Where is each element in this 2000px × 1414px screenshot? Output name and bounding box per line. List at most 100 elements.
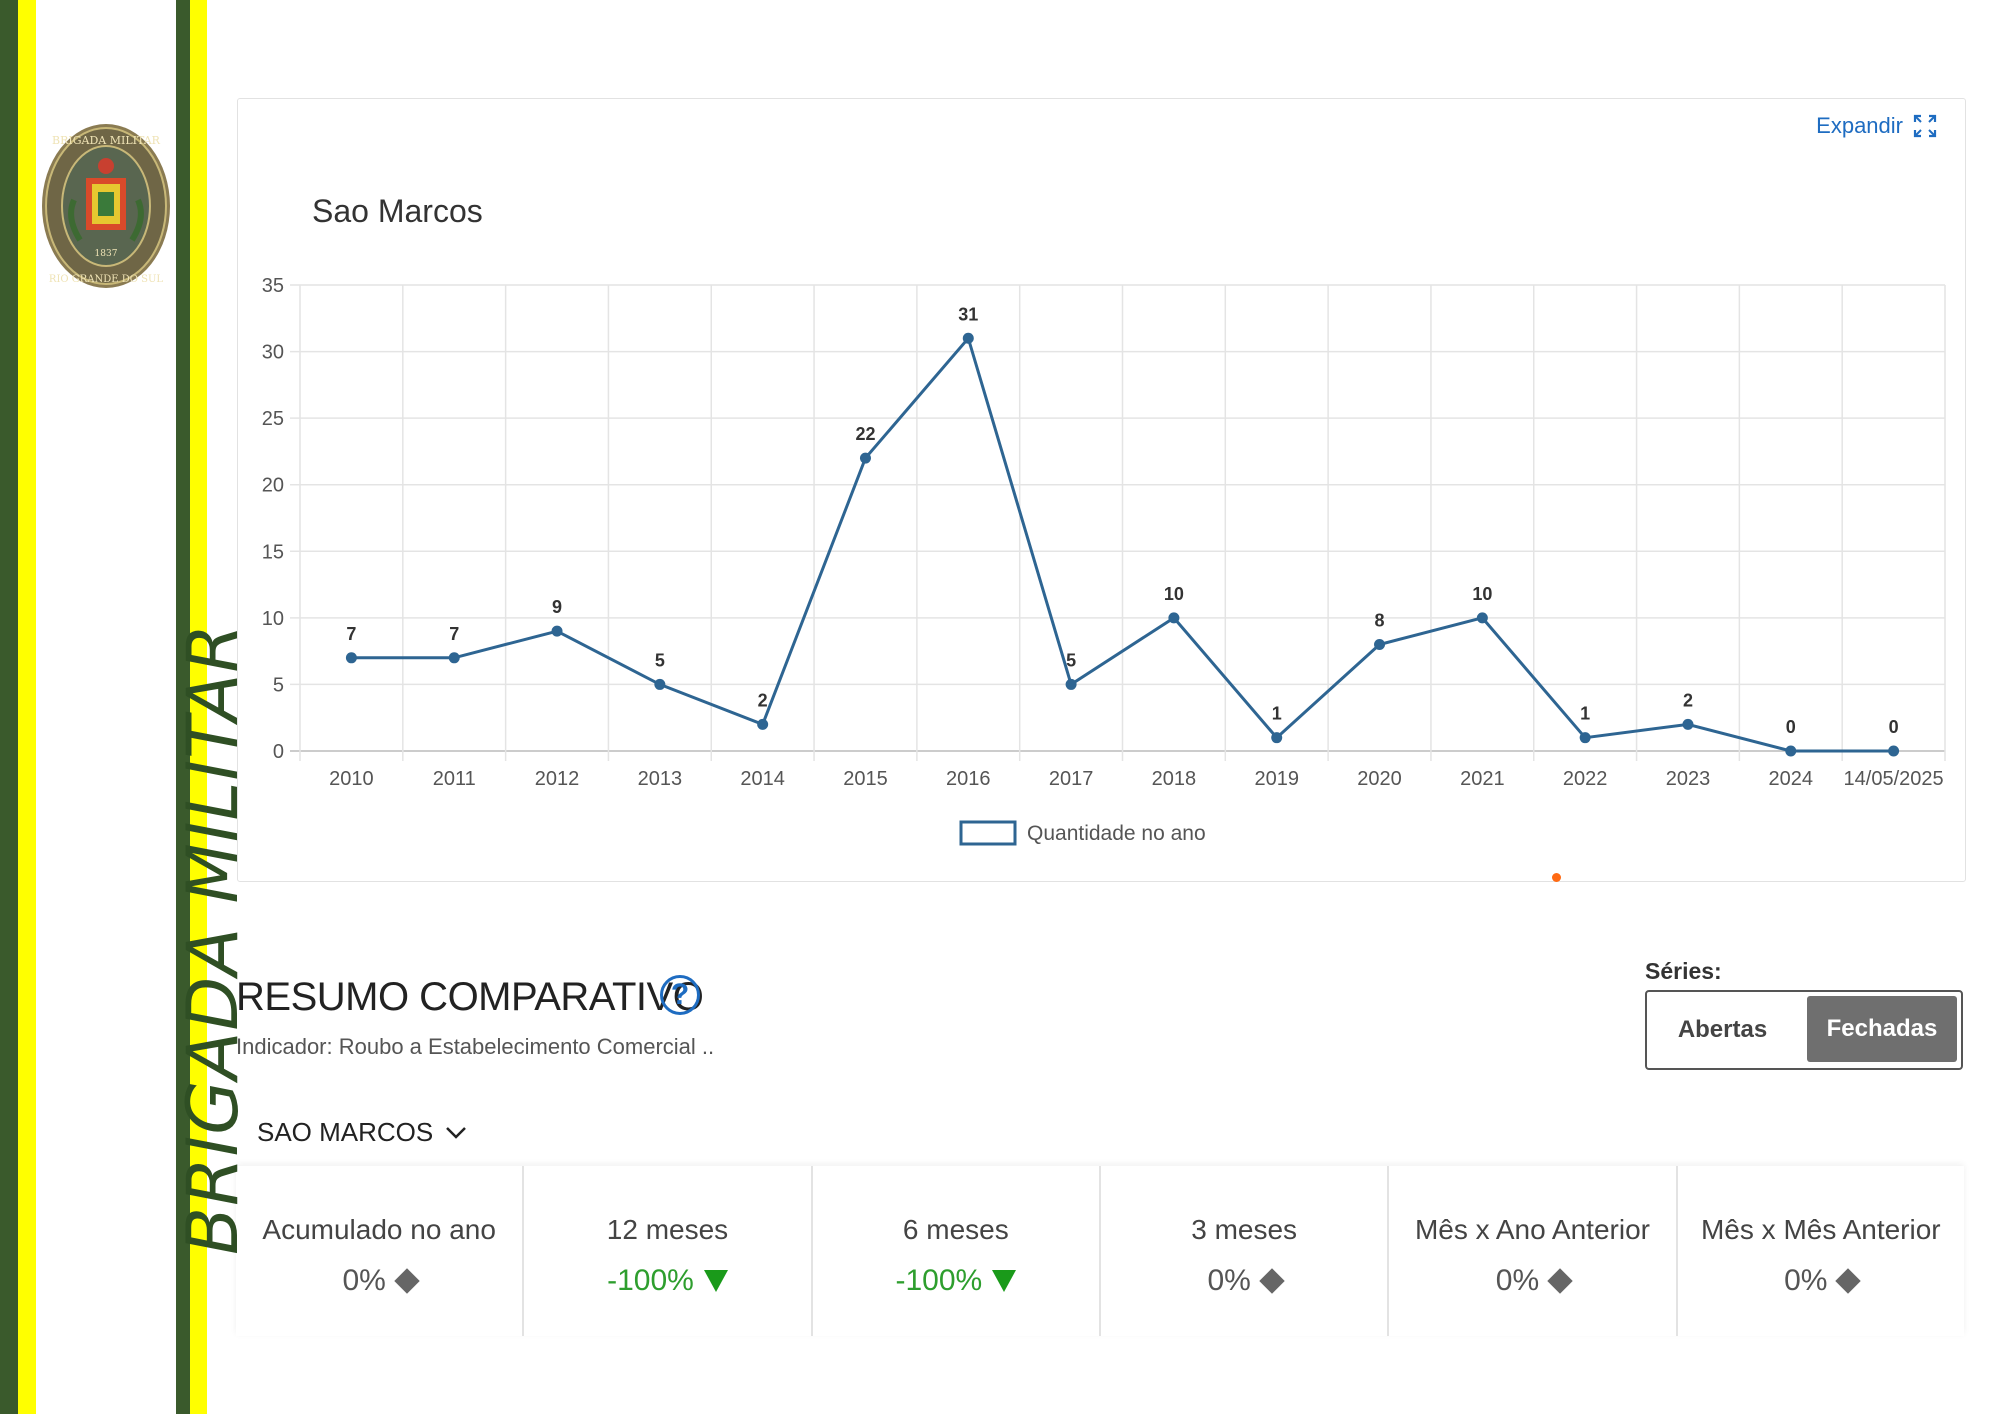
data-label: 1 — [1272, 704, 1282, 724]
x-tick-label: 2016 — [946, 768, 991, 790]
data-point — [757, 718, 769, 730]
legend-swatch — [959, 820, 1017, 846]
expand-label: Expandir — [1816, 113, 1903, 138]
x-tick-label: 2011 — [433, 768, 476, 790]
data-point — [1888, 745, 1900, 757]
green-stripe — [176, 0, 190, 1414]
data-label: 10 — [1164, 584, 1184, 604]
down-triangle-icon — [992, 1270, 1017, 1292]
resumo-title: RESUMO COMPARATIVO — [236, 975, 704, 1019]
data-point — [1682, 718, 1694, 730]
chevron-down-icon — [446, 1126, 467, 1139]
data-label: 0 — [1786, 717, 1796, 737]
metric-label: Acumulado no ano — [262, 1214, 496, 1245]
y-tick-label: 10 — [262, 608, 284, 630]
y-tick-label: 35 — [262, 275, 284, 297]
x-tick-label: 2020 — [1357, 768, 1402, 790]
neutral-diamond-icon — [1259, 1268, 1285, 1294]
series-abertas-button[interactable]: Abertas — [1677, 1016, 1768, 1043]
metric-value: 0% — [1389, 1264, 1675, 1298]
x-tick-label: 2014 — [740, 768, 785, 790]
metric-value: -100% — [524, 1264, 810, 1298]
data-label: 5 — [1066, 650, 1076, 670]
series-label: Séries: — [1645, 958, 1722, 984]
yellow-stripe — [18, 0, 36, 1414]
chart-title: Sao Marcos — [312, 193, 483, 229]
y-tick-label: 30 — [262, 342, 284, 364]
metric-label: 12 meses — [606, 1214, 729, 1245]
city-dropdown[interactable]: SAO MARCOS — [257, 1117, 467, 1148]
data-point — [448, 652, 460, 664]
data-point — [1065, 678, 1077, 690]
data-point — [345, 652, 357, 664]
data-point — [1476, 612, 1488, 624]
green-stripe — [0, 0, 18, 1414]
down-triangle-icon — [703, 1270, 728, 1292]
x-tick-label: 2021 — [1460, 768, 1505, 790]
brand-sidebar: BRIGADA MILITAR RIO GRANDE DO SUL 1837 B… — [0, 0, 254, 1414]
metric-value: 0% — [1678, 1264, 1964, 1298]
brigada-emblem-icon: BRIGADA MILITAR RIO GRANDE DO SUL 1837 — [42, 124, 170, 288]
data-point — [859, 452, 871, 464]
neutral-diamond-icon — [394, 1268, 420, 1294]
help-icon[interactable]: ? — [660, 975, 700, 1015]
y-tick-label: 15 — [262, 541, 284, 563]
series-toggle: Abertas Fechadas — [1645, 990, 1963, 1070]
metric-mes-mes-anterior: Mês x Mês Anterior 0% — [1678, 1166, 1964, 1336]
x-tick-label: 2015 — [843, 768, 888, 790]
data-point — [1579, 732, 1591, 744]
data-label: 7 — [449, 624, 459, 644]
x-tick-label: 2022 — [1563, 768, 1608, 790]
data-label: 7 — [346, 624, 356, 644]
series-fechadas-button[interactable]: Fechadas — [1807, 996, 1957, 1062]
data-label: 2 — [1683, 690, 1693, 710]
data-point — [551, 625, 563, 637]
x-tick-label: 2017 — [1049, 768, 1094, 790]
city-dropdown-label: SAO MARCOS — [257, 1117, 434, 1147]
data-point — [1168, 612, 1180, 624]
neutral-diamond-icon — [1547, 1268, 1573, 1294]
metric-mes-ano-anterior: Mês x Ano Anterior 0% — [1389, 1166, 1678, 1336]
chart-card: Expandir Sao Marcos 0 5 10 15 20 25 30 35 2010 20… — [237, 98, 1966, 882]
scroll-indicator-dot — [1552, 873, 1561, 882]
data-label: 22 — [855, 424, 875, 444]
data-point — [1271, 732, 1283, 744]
metric-label: 3 meses — [1191, 1214, 1298, 1245]
svg-text:RIO GRANDE DO SUL: RIO GRANDE DO SUL — [49, 274, 164, 285]
expand-button[interactable]: Expandir — [1816, 113, 1937, 139]
data-label: 1 — [1580, 704, 1590, 724]
x-tick-label: 2024 — [1769, 768, 1814, 790]
data-label: 31 — [958, 304, 978, 324]
metric-3-meses: 3 meses 0% — [1101, 1166, 1390, 1336]
series-line — [351, 335, 1894, 753]
data-label: 10 — [1472, 584, 1492, 604]
metric-label: Mês x Ano Anterior — [1414, 1214, 1650, 1245]
y-tick-label: 20 — [262, 475, 284, 497]
metric-acumulado: Acumulado no ano 0% — [236, 1166, 525, 1336]
metric-label: 6 meses — [902, 1214, 1009, 1245]
x-tick-label: 2010 — [329, 768, 374, 790]
metric-12-meses: 12 meses -100% — [524, 1166, 813, 1336]
yellow-stripe — [190, 0, 207, 1414]
data-label: 2 — [758, 690, 768, 710]
x-tick-label: 2013 — [638, 768, 683, 790]
metric-label: Mês x Mês Anterior — [1700, 1214, 1941, 1245]
x-tick-label: 2019 — [1254, 768, 1299, 790]
metrics-row: Acumulado no ano 0% 12 meses -100% 6 mes… — [236, 1166, 1964, 1336]
x-tick-label: 14/05/2025 — [1844, 768, 1944, 790]
x-tick-label: 2023 — [1666, 768, 1711, 790]
data-label: 5 — [655, 650, 665, 670]
metric-6-meses: 6 meses -100% — [813, 1166, 1101, 1336]
indicator-text: Indicador: Roubo a Estabelecimento Comer… — [236, 1034, 715, 1059]
x-tick-label: 2012 — [535, 768, 580, 790]
data-label: 0 — [1889, 717, 1899, 737]
y-tick-label: 5 — [273, 674, 284, 696]
data-label: 9 — [552, 597, 562, 617]
metric-value: 0% — [1101, 1264, 1387, 1298]
data-point — [962, 332, 974, 344]
data-point — [1785, 745, 1797, 757]
neutral-diamond-icon — [1835, 1268, 1862, 1294]
expand-icon — [1913, 114, 1937, 138]
metric-value: -100% — [813, 1264, 1099, 1298]
